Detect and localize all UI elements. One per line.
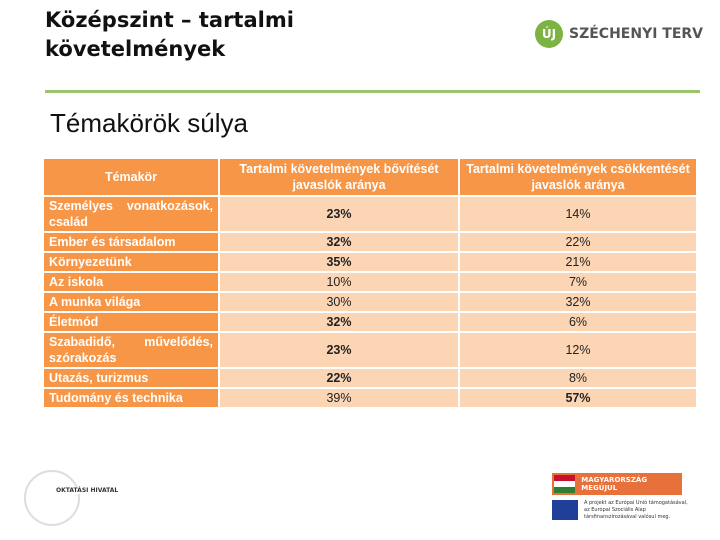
value-cell: 23% bbox=[218, 331, 460, 369]
value-cell: 32% bbox=[458, 291, 698, 313]
table-row: Szabadidő, művelődés, szórakozás 23% 12% bbox=[42, 331, 698, 369]
logo-text: SZÉCHENYI TERV bbox=[569, 26, 704, 42]
value-cell: 23% bbox=[218, 195, 460, 233]
value-cell: 22% bbox=[218, 367, 460, 389]
topic-cell: Az iskola bbox=[42, 271, 220, 293]
oh-logo bbox=[24, 470, 80, 526]
topic-cell: A munka világa bbox=[42, 291, 220, 313]
column-header: Tartalmi követelmények csökkentését java… bbox=[458, 157, 698, 197]
subtitle: Témakörök súlya bbox=[50, 108, 248, 138]
title-line: követelmények bbox=[45, 37, 226, 61]
eu-note: A projekt az Európai Unió támogatásával,… bbox=[584, 500, 688, 520]
topic-cell: Környezetünk bbox=[42, 251, 220, 273]
value-cell: 10% bbox=[218, 271, 460, 293]
topic-table: Témakör Tartalmi követelmények bővítését … bbox=[42, 157, 698, 409]
slide-title: Középszint – tartalmi követelmények bbox=[45, 6, 294, 64]
banner-text: MAGYARORSZÁG MEGÚJUL bbox=[581, 476, 648, 492]
column-header: Tartalmi követelmények bővítését javasló… bbox=[218, 157, 460, 197]
title-line: Középszint – tartalmi bbox=[45, 8, 294, 32]
topic-cell: Személyes vonatkozások, család bbox=[42, 195, 220, 233]
topic-cell: Szabadidő, művelődés, szórakozás bbox=[42, 331, 220, 369]
value-cell: 57% bbox=[458, 387, 698, 409]
divider bbox=[45, 90, 700, 93]
header-row: Témakör Tartalmi követelmények bővítését … bbox=[42, 157, 698, 197]
table-row: Az iskola 10% 7% bbox=[42, 271, 698, 293]
banner: MAGYARORSZÁG MEGÚJUL bbox=[552, 473, 682, 495]
szechenyi-logo: ÚJ SZÉCHENYI TERV bbox=[535, 20, 703, 48]
value-cell: 35% bbox=[218, 251, 460, 273]
value-cell: 22% bbox=[458, 231, 698, 253]
eu-flag bbox=[552, 500, 578, 520]
value-cell: 8% bbox=[458, 367, 698, 389]
value-cell: 32% bbox=[218, 311, 460, 333]
value-cell: 39% bbox=[218, 387, 460, 409]
table-row: A munka világa 30% 32% bbox=[42, 291, 698, 313]
value-cell: 21% bbox=[458, 251, 698, 273]
table-row: Utazás, turizmus 22% 8% bbox=[42, 367, 698, 389]
flag bbox=[554, 475, 576, 493]
table-row: Ember és társadalom 32% 22% bbox=[42, 231, 698, 253]
value-cell: 6% bbox=[458, 311, 698, 333]
value-cell: 32% bbox=[218, 231, 460, 253]
topic-cell: Ember és társadalom bbox=[42, 231, 220, 253]
logo-badge: ÚJ bbox=[535, 20, 563, 48]
table-row: Tudomány és technika 39% 57% bbox=[42, 387, 698, 409]
oh-logo-text: OKTATÁSI HIVATAL bbox=[56, 487, 119, 494]
topic-cell: Életmód bbox=[42, 311, 220, 333]
value-cell: 14% bbox=[458, 195, 698, 233]
topic-cell: Utazás, turizmus bbox=[42, 367, 220, 389]
topic-cell: Tudomány és technika bbox=[42, 387, 220, 409]
value-cell: 12% bbox=[458, 331, 698, 369]
value-cell: 30% bbox=[218, 291, 460, 313]
column-header: Témakör bbox=[42, 157, 220, 197]
value-cell: 7% bbox=[458, 271, 698, 293]
table-row: Életmód 32% 6% bbox=[42, 311, 698, 333]
table-row: Személyes vonatkozások, család 23% 14% bbox=[42, 195, 698, 233]
table-row: Környezetünk 35% 21% bbox=[42, 251, 698, 273]
